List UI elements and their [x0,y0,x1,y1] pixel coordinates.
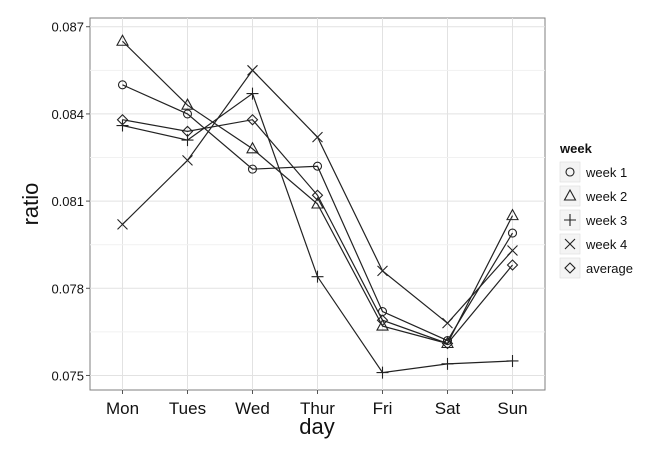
legend-marker [563,188,577,201]
legend-label: week 3 [585,213,627,228]
data-point [506,259,519,271]
series-week-3 [116,87,519,379]
series-group [116,34,519,379]
legend-key-box [559,161,581,183]
y-tick-label: 0.087 [51,20,84,35]
legend-marker [564,238,576,250]
y-tick-label: 0.075 [51,368,84,383]
data-point [312,161,323,171]
axis-ticks: 0.075 0.078 0.081 0.084 0.087 Mon Tues Wed Thur F… [51,20,527,418]
y-tick-label: 0.081 [51,194,84,209]
x-tick-label: Fri [373,399,393,418]
data-point [117,80,128,90]
data-point [247,64,258,76]
legend-label: average [586,261,633,276]
data-point [506,354,519,367]
data-point [376,318,389,331]
data-point [116,119,129,132]
data-point [311,189,324,202]
data-point [442,317,453,329]
y-tick-label: 0.084 [51,107,84,122]
data-point [376,314,389,327]
x-tick-label: Mon [106,399,139,418]
data-point [116,34,129,46]
data-point [376,366,389,379]
legend-label: week 4 [585,237,627,252]
x-tick-label: Wed [235,399,270,418]
data-point [116,113,129,126]
data-point [246,141,259,154]
data-point [246,87,259,100]
grid-lines [90,18,545,390]
data-point [506,208,519,221]
data-point [507,245,518,256]
x-tick-label: Thur [300,399,335,418]
x-tick-label: Sun [497,399,527,418]
data-point [182,155,193,166]
legend-marker [564,262,576,274]
legend-title: week [559,141,593,156]
data-point [246,113,259,126]
x-axis-title: day [299,414,334,439]
legend-marker [565,167,575,177]
data-point [311,196,324,209]
y-tick-label: 0.078 [51,281,84,296]
data-point [507,228,518,238]
legend: week week 1 week 2 week 3 week 4 average [559,141,633,279]
data-point [311,270,324,283]
series-line [122,84,514,342]
legend-key-box [559,257,581,279]
series-week-4 [117,64,518,329]
y-axis-title: ratio [18,183,43,226]
data-point [441,337,454,350]
data-point [247,164,258,174]
data-point [181,125,194,138]
series-line [122,119,513,345]
legend-marker [564,214,576,226]
data-point [312,131,323,143]
legend-label: week 2 [585,189,627,204]
data-point [181,98,194,110]
data-point [117,218,128,230]
legend-label: week 1 [585,165,627,180]
data-point [441,357,454,370]
x-tick-label: Tues [169,399,206,418]
x-tick-label: Sat [435,399,461,418]
data-point [182,109,193,119]
data-point [377,265,388,277]
series-average [116,113,519,350]
legend-key-box [559,185,581,207]
